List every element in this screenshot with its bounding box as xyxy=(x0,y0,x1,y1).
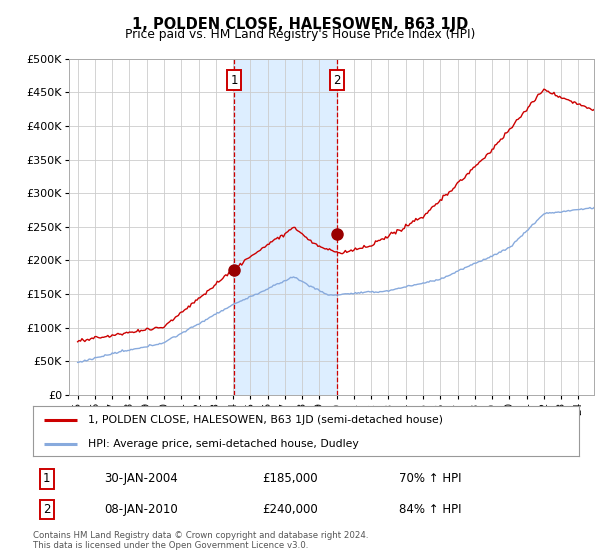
Text: 84% ↑ HPI: 84% ↑ HPI xyxy=(399,503,461,516)
Text: £240,000: £240,000 xyxy=(262,503,318,516)
Text: 2: 2 xyxy=(43,503,50,516)
Text: Contains HM Land Registry data © Crown copyright and database right 2024.
This d: Contains HM Land Registry data © Crown c… xyxy=(33,531,368,550)
Text: 30-JAN-2004: 30-JAN-2004 xyxy=(104,472,178,486)
Text: £185,000: £185,000 xyxy=(262,472,318,486)
Text: Price paid vs. HM Land Registry's House Price Index (HPI): Price paid vs. HM Land Registry's House … xyxy=(125,28,475,41)
Text: 1, POLDEN CLOSE, HALESOWEN, B63 1JD: 1, POLDEN CLOSE, HALESOWEN, B63 1JD xyxy=(132,17,468,32)
Text: 08-JAN-2010: 08-JAN-2010 xyxy=(104,503,178,516)
Text: 70% ↑ HPI: 70% ↑ HPI xyxy=(399,472,461,486)
Text: HPI: Average price, semi-detached house, Dudley: HPI: Average price, semi-detached house,… xyxy=(88,439,358,449)
Text: 1: 1 xyxy=(43,472,50,486)
Text: 1, POLDEN CLOSE, HALESOWEN, B63 1JD (semi-detached house): 1, POLDEN CLOSE, HALESOWEN, B63 1JD (sem… xyxy=(88,415,443,425)
Bar xyxy=(235,59,337,395)
Text: 1: 1 xyxy=(230,74,238,87)
Text: 2: 2 xyxy=(333,74,340,87)
